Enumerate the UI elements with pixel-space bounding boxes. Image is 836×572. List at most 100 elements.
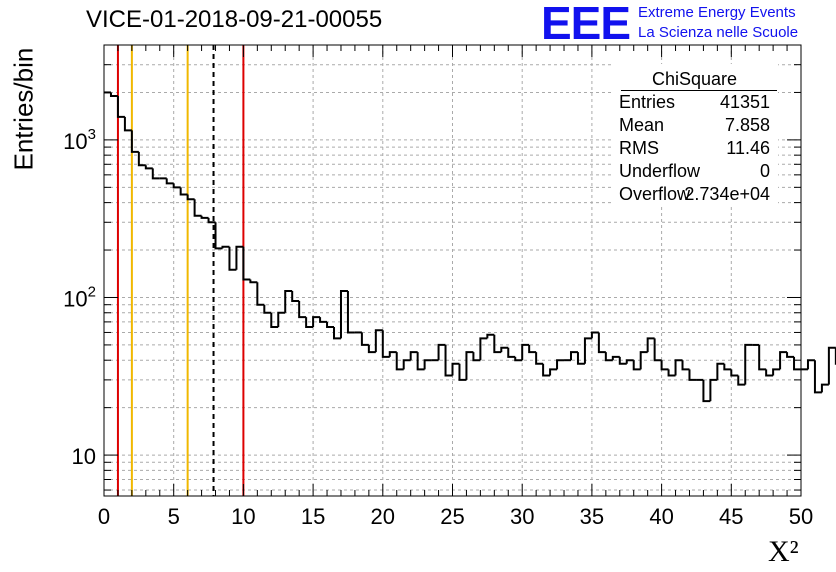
x-tick-label: 50 <box>789 504 813 529</box>
stats-value: 0 <box>759 161 770 181</box>
histogram-bin <box>772 368 781 376</box>
histogram-bin <box>542 363 551 377</box>
histogram-bin <box>716 362 725 380</box>
histogram-bin <box>165 178 174 185</box>
histogram-bin <box>305 317 314 328</box>
y-tick-label-exponent: 3 <box>88 126 96 143</box>
histogram-bin <box>535 352 544 365</box>
histogram-bin <box>144 165 153 170</box>
histogram-bin <box>179 187 188 196</box>
histogram-bin <box>688 369 697 381</box>
histogram-bin <box>193 199 202 217</box>
stats-value: 11.46 <box>726 138 770 158</box>
histogram-bin <box>786 352 795 358</box>
eee-logo: EEE <box>541 0 631 49</box>
x-tick-label: 30 <box>510 504 534 529</box>
histogram-bin <box>263 304 272 314</box>
histogram-bin <box>270 312 279 328</box>
histogram-bin <box>730 369 739 377</box>
histogram-bin <box>486 333 495 339</box>
x-tick-label: 40 <box>649 504 673 529</box>
histogram-bin <box>493 334 502 354</box>
histogram-bin <box>367 344 376 354</box>
histogram-bin <box>765 369 774 377</box>
histogram-bin <box>221 245 230 249</box>
histogram-bin <box>312 316 321 327</box>
x-tick-label: 10 <box>231 504 255 529</box>
histogram-bin <box>242 246 251 281</box>
stats-value: 7.858 <box>724 115 770 135</box>
histogram-bin <box>639 351 648 370</box>
stats-value: 41351 <box>719 92 770 112</box>
histogram-bin <box>507 347 516 358</box>
histogram-bin <box>207 217 216 224</box>
histogram-bin <box>109 92 118 97</box>
y-tick-label: 10 <box>72 444 96 469</box>
stats-key: Mean <box>619 115 665 135</box>
histogram-bin <box>235 245 244 270</box>
histogram-bin <box>625 359 634 364</box>
stats-title: ChiSquare <box>651 69 738 89</box>
histogram-bin <box>556 359 565 370</box>
x-tick-label: 35 <box>580 504 604 529</box>
chart-title: VICE-01-2018-09-21-00055 <box>86 6 383 33</box>
histogram <box>104 91 836 403</box>
histogram-bin <box>549 368 558 376</box>
histogram-bin <box>514 356 523 362</box>
histogram-bin <box>820 383 829 393</box>
histogram-bin <box>256 282 265 306</box>
stats-value: 2.734e+04 <box>684 184 770 204</box>
stats-key: Overflow <box>619 184 691 204</box>
histogram-bin <box>186 194 195 201</box>
histogram-bin <box>137 151 146 167</box>
histogram-bin <box>611 355 620 361</box>
histogram-bin <box>395 352 404 371</box>
logo-line-2: La Scienza nelle Scuole <box>638 24 799 41</box>
histogram-bin <box>521 343 530 361</box>
histogram-bin <box>590 331 599 339</box>
histogram-bin <box>284 289 293 313</box>
x-tick-label: 45 <box>719 504 743 529</box>
histogram-bin <box>793 356 801 371</box>
histogram-bin <box>827 346 836 385</box>
stats-row-overflow: Overflow 2.734e+04 <box>619 184 770 206</box>
histogram-bin <box>632 360 641 371</box>
histogram-bin <box>681 360 690 371</box>
histogram-bin <box>409 351 418 361</box>
histogram-bin <box>583 337 592 364</box>
histogram-bin <box>458 363 467 381</box>
stats-box: ChiSquare Entries 41351 Mean 7.858 RMS 1… <box>611 64 778 204</box>
histogram-bin <box>646 337 655 353</box>
stats-divider <box>621 90 777 91</box>
histogram-bin <box>151 168 160 180</box>
histogram-bin <box>116 95 125 118</box>
histogram-bin <box>576 352 585 365</box>
histogram-bin <box>806 359 815 370</box>
histogram-bin <box>123 116 132 132</box>
stats-row-rms: RMS 11.46 <box>619 138 770 160</box>
x-tick-label: 25 <box>440 504 464 529</box>
histogram-bin <box>465 351 474 380</box>
histogram-bin <box>333 326 341 340</box>
histogram-bin <box>723 363 732 371</box>
histogram-bin <box>423 359 432 370</box>
x-tick-label: 0 <box>98 504 110 529</box>
x-tick-label: 15 <box>301 504 325 529</box>
histogram-bin <box>298 300 307 319</box>
histogram-bin <box>381 330 390 358</box>
histogram-bin <box>172 183 181 189</box>
histogram-bin <box>674 359 683 376</box>
logo-line-1: Extreme Energy Events <box>638 4 796 21</box>
histogram-bin <box>444 344 453 377</box>
y-axis-label: Entries/bin <box>8 47 39 171</box>
histogram-bin <box>388 351 397 357</box>
histogram-bin <box>604 352 613 362</box>
stats-key: Entries <box>619 92 676 112</box>
histogram-bin <box>702 379 711 403</box>
grid <box>104 45 801 496</box>
histogram-bin <box>319 317 328 323</box>
histogram-bin <box>744 343 753 385</box>
histogram-bin <box>326 321 335 328</box>
